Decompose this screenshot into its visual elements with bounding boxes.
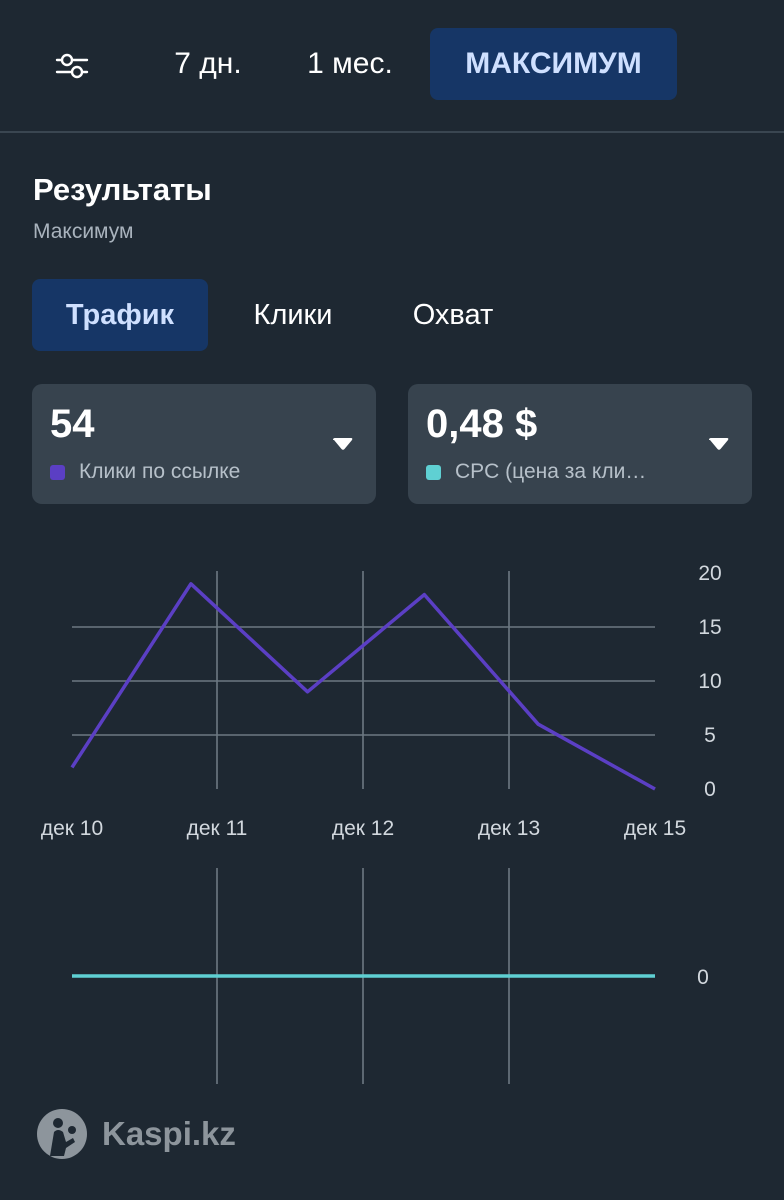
x-tick-label: дек 12 [332,817,394,840]
metric-label: Клики по ссылке [79,460,241,483]
y-tick-label: 20 [698,562,721,585]
kaspi-logo-icon [37,1109,87,1159]
tab-traffic[interactable]: Трафик [32,279,208,351]
x-tick-label: дек 13 [478,817,540,840]
y-tick-label: 0 [704,778,716,801]
cpc-line-chart: 0 [72,868,709,1084]
caret-down-icon[interactable] [708,438,730,452]
range-7-days-button[interactable]: 7 дн. [160,28,256,100]
filter-button[interactable] [46,40,98,90]
series-line-link-clicks [70,582,656,791]
metric-legend: Клики по ссылке [50,460,300,484]
top-bar: 7 дн. 1 мес. МАКСИМУМ [0,0,784,133]
kaspi-watermark: Kaspi.kz [36,1108,236,1160]
legend-swatch [50,464,65,480]
tab-clicks[interactable]: Клики [253,298,333,331]
section-subtitle: Максимум [33,220,134,243]
range-1-month-button[interactable]: 1 мес. [294,28,406,100]
y-tick-label: 10 [698,670,721,693]
legend-swatch [426,464,441,480]
metric-value: 54 [50,402,95,446]
metric-card-cpc[interactable]: 0,48 $ CPC (цена за кли… [408,384,752,504]
x-tick-label: дек 11 [187,817,248,840]
y-tick-label: 5 [704,724,716,747]
x-tick-label: дек 15 [624,817,686,840]
tab-reach[interactable]: Охват [412,298,494,331]
range-max-button[interactable]: МАКСИМУМ [430,28,677,100]
y-tick-label: 0 [697,966,709,989]
caret-down-icon[interactable] [332,438,354,452]
metric-card-link-clicks[interactable]: 54 Клики по ссылке [32,384,376,504]
section-title: Результаты [33,172,212,207]
y-tick-label: 15 [698,616,721,639]
x-tick-label: дек 10 [41,817,103,840]
sliders-icon [55,53,89,79]
metric-label: CPC (цена за кли… [455,460,647,483]
watermark-text: Kaspi.kz [102,1115,236,1152]
metric-legend: CPC (цена за кли… [426,460,676,484]
metric-value: 0,48 $ [426,402,538,446]
clicks-line-chart: 20 15 10 5 0 дек 10 дек 11 дек 12 дек 13 дек 15 [41,562,722,840]
